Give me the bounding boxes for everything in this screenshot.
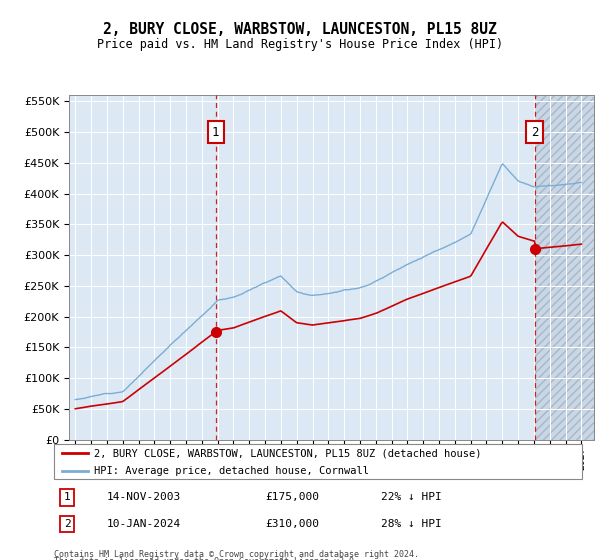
Text: 2, BURY CLOSE, WARBSTOW, LAUNCESTON, PL15 8UZ (detached house): 2, BURY CLOSE, WARBSTOW, LAUNCESTON, PL1…	[94, 449, 481, 459]
Text: £310,000: £310,000	[265, 519, 319, 529]
Text: HPI: Average price, detached house, Cornwall: HPI: Average price, detached house, Corn…	[94, 466, 368, 476]
Bar	[535, 95, 597, 440]
Text: 2: 2	[64, 519, 71, 529]
Text: 2: 2	[531, 125, 538, 139]
Text: 10-JAN-2024: 10-JAN-2024	[107, 519, 181, 529]
Text: This data is licensed under the Open Government Licence v3.0.: This data is licensed under the Open Gov…	[54, 557, 359, 560]
Bar	[535, 95, 597, 440]
Text: Price paid vs. HM Land Registry's House Price Index (HPI): Price paid vs. HM Land Registry's House …	[97, 38, 503, 51]
Text: 22% ↓ HPI: 22% ↓ HPI	[382, 492, 442, 502]
Text: 14-NOV-2003: 14-NOV-2003	[107, 492, 181, 502]
Text: 1: 1	[64, 492, 71, 502]
Text: 1: 1	[212, 125, 220, 139]
Text: 28% ↓ HPI: 28% ↓ HPI	[382, 519, 442, 529]
Text: 2, BURY CLOSE, WARBSTOW, LAUNCESTON, PL15 8UZ: 2, BURY CLOSE, WARBSTOW, LAUNCESTON, PL1…	[103, 22, 497, 38]
Text: £175,000: £175,000	[265, 492, 319, 502]
Text: Contains HM Land Registry data © Crown copyright and database right 2024.: Contains HM Land Registry data © Crown c…	[54, 550, 419, 559]
